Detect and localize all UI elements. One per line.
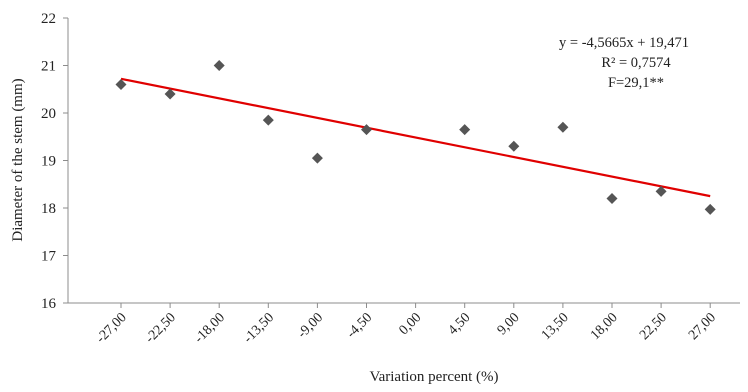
x-tick-label: -4,50 [344, 310, 375, 341]
x-tick-label: -9,00 [295, 310, 326, 341]
y-tick-label: 18 [41, 201, 56, 217]
x-tick-label: 9,00 [495, 310, 523, 338]
data-point [262, 114, 274, 126]
equation-label: y = -4,5665x + 19,471 [559, 35, 689, 51]
trendline [120, 77, 711, 198]
x-tick-label: 22,50 [637, 310, 670, 343]
data-point [557, 121, 569, 133]
y-tick-label: 21 [41, 59, 56, 75]
data-point [361, 124, 372, 136]
x-axis-title: Variation percent (%) [369, 369, 498, 385]
data-point [655, 185, 667, 197]
x-tick-label: 13,50 [539, 310, 572, 343]
x-tick-label: -27,00 [94, 310, 130, 346]
y-tick-label: 19 [41, 154, 56, 170]
data-point [115, 79, 127, 90]
data-point [164, 88, 176, 100]
y-tick-label: 20 [41, 106, 56, 122]
x-ticks: -27,00 -22,50 -18,00 -13,50 -9,00 -4,50 0,00 4,… [94, 303, 719, 346]
f-value-label: F=29,1** [608, 75, 664, 91]
data-point [459, 124, 471, 136]
x-tick-label: 18,00 [588, 310, 621, 343]
data-point [508, 140, 520, 152]
data-point [704, 203, 716, 215]
trendline-group [120, 77, 711, 198]
data-point [311, 152, 323, 164]
x-tick-label: -18,00 [192, 310, 228, 346]
y-axis-title: Diameter of the stem (mm) [10, 78, 26, 241]
x-tick-label: 0,00 [396, 310, 424, 338]
data-points [115, 60, 716, 215]
r-squared-label: R² = 0,7574 [601, 55, 671, 71]
x-tick-label: -22,50 [143, 310, 179, 346]
y-tick-label: 17 [41, 249, 57, 265]
data-point [606, 193, 618, 204]
y-tick-label: 16 [41, 296, 57, 312]
x-tick-label: 4,50 [446, 310, 474, 338]
y-tick-label: 22 [41, 11, 56, 27]
x-tick-label: 27,00 [686, 310, 719, 343]
y-ticks: 16 17 18 19 20 21 22 [41, 11, 68, 312]
x-tick-label: -13,50 [241, 310, 277, 346]
data-point [213, 60, 225, 71]
